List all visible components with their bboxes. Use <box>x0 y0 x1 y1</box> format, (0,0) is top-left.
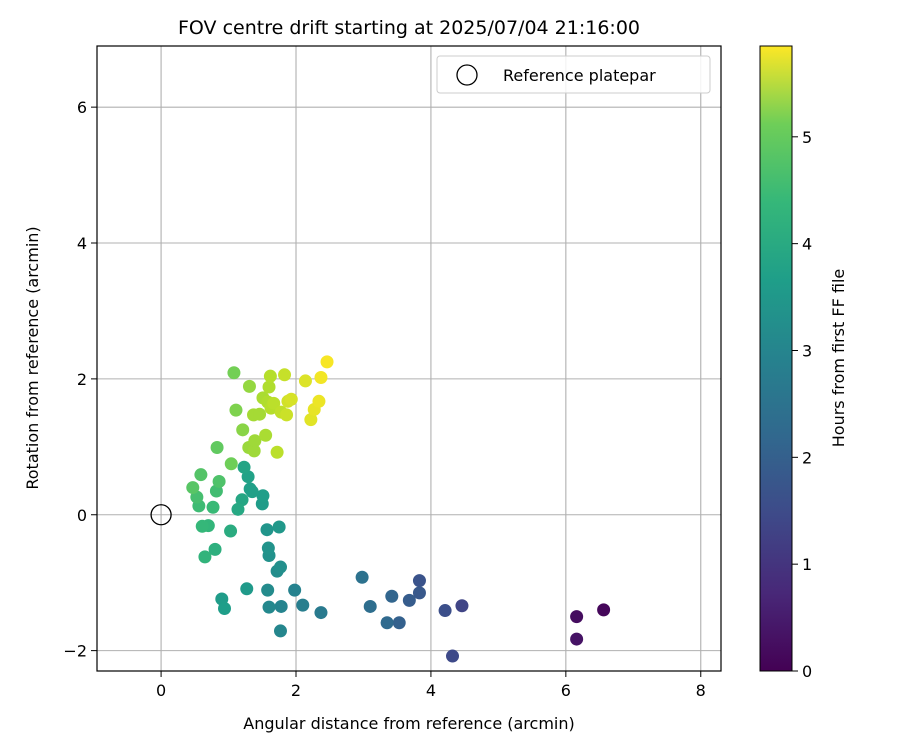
x-tick-label: 0 <box>156 681 166 700</box>
data-point <box>446 649 460 663</box>
data-point <box>261 541 275 555</box>
data-point <box>597 603 611 617</box>
data-point <box>186 481 200 495</box>
grid-lines <box>97 46 721 671</box>
data-point <box>363 599 377 613</box>
data-point <box>267 396 281 410</box>
data-point <box>273 560 287 574</box>
data-point <box>402 593 416 607</box>
data-point <box>256 489 270 503</box>
colorbar-tick-label: 5 <box>802 128 812 147</box>
data-point <box>278 368 292 382</box>
data-point <box>224 524 238 538</box>
data-point <box>380 616 394 630</box>
colorbar-tick-label: 3 <box>802 341 812 360</box>
data-point <box>194 468 208 482</box>
chart-title: FOV centre drift starting at 2025/07/04 … <box>178 17 640 39</box>
data-point <box>288 583 302 597</box>
data-point <box>242 379 256 393</box>
reference-platepar-marker <box>150 504 172 526</box>
colorbar-ticks: 0 1 2 3 4 5 <box>792 128 812 681</box>
data-point <box>385 589 399 603</box>
data-point <box>261 583 275 597</box>
data-point <box>210 440 224 454</box>
data-point <box>208 542 222 556</box>
x-tick-label: 2 <box>291 681 301 700</box>
data-point <box>270 445 284 459</box>
data-point <box>296 598 310 612</box>
data-point <box>392 616 406 630</box>
data-point <box>227 366 241 380</box>
data-point <box>570 632 584 646</box>
legend-marker-icon <box>456 64 478 86</box>
data-point <box>284 392 298 406</box>
data-point <box>212 474 226 488</box>
colorbar <box>759 45 793 672</box>
data-point <box>280 408 294 422</box>
data-point <box>260 523 274 537</box>
data-point <box>314 606 328 620</box>
data-point <box>273 624 287 638</box>
plot-frame <box>96 45 722 672</box>
data-point <box>304 413 318 427</box>
data-point <box>236 423 250 437</box>
x-axis-label: Angular distance from reference (arcmin) <box>243 714 574 733</box>
data-point <box>262 380 276 394</box>
axis-ticks: 0 2 4 6 8 −2 0 2 4 6 <box>63 98 705 700</box>
data-point <box>195 519 209 533</box>
legend-box <box>436 55 711 94</box>
colorbar-tick-label: 1 <box>802 555 812 574</box>
colorbar-label: Hours from first FF file <box>829 269 848 448</box>
x-tick-label: 6 <box>561 681 571 700</box>
data-point <box>253 407 267 421</box>
y-tick-label: 4 <box>77 234 87 253</box>
colorbar-tick-label: 0 <box>802 662 812 681</box>
data-points <box>186 355 611 663</box>
data-point <box>412 574 426 588</box>
data-point <box>248 434 262 448</box>
data-point <box>455 599 469 613</box>
data-point <box>262 600 276 614</box>
data-point <box>224 457 238 471</box>
data-point <box>274 599 288 613</box>
y-tick-label: 2 <box>77 370 87 389</box>
x-tick-label: 8 <box>696 681 706 700</box>
data-point <box>229 403 243 417</box>
data-point <box>438 604 452 618</box>
y-tick-label: 6 <box>77 98 87 117</box>
data-point <box>198 550 212 564</box>
colorbar-tick-label: 4 <box>802 235 812 254</box>
x-tick-label: 4 <box>426 681 436 700</box>
y-tick-label: 0 <box>77 506 87 525</box>
data-point <box>314 371 328 385</box>
data-point <box>320 355 334 369</box>
data-point <box>570 610 584 624</box>
data-point <box>217 602 231 615</box>
data-point <box>247 444 261 458</box>
data-point <box>259 428 273 442</box>
data-point <box>355 570 369 584</box>
data-point <box>206 500 220 514</box>
data-point <box>263 369 277 383</box>
data-point <box>312 394 326 408</box>
colorbar-tick-label: 2 <box>802 448 812 467</box>
legend-entry: Reference platepar <box>503 66 656 85</box>
y-axis-label: Rotation from reference (arcmin) <box>23 226 42 489</box>
data-point <box>240 582 254 596</box>
data-point <box>272 520 286 534</box>
data-point <box>412 586 426 600</box>
data-point <box>237 460 251 474</box>
data-point <box>245 485 259 499</box>
legend: Reference platepar <box>436 55 711 94</box>
y-tick-label: −2 <box>63 642 87 661</box>
data-point <box>231 502 245 516</box>
data-point <box>298 374 312 388</box>
